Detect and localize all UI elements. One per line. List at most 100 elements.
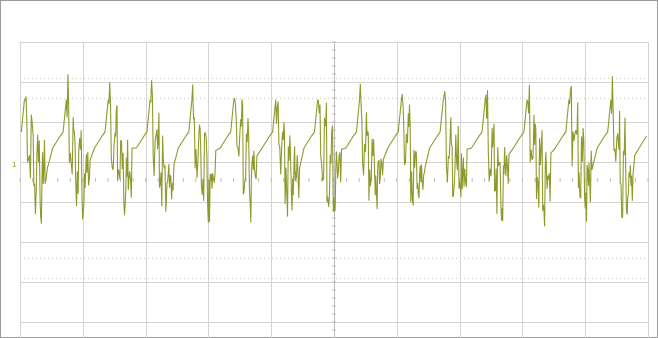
grid-dot [256, 78, 257, 79]
grid-dot [628, 78, 629, 79]
grid-dot [316, 258, 317, 259]
grid-dot [336, 98, 337, 99]
grid-dot [356, 278, 357, 279]
grid-dot [116, 278, 117, 279]
grid-dot [336, 258, 337, 259]
grid-dot [172, 258, 173, 259]
grid-dot [264, 98, 265, 99]
grid-dot [372, 98, 373, 99]
grid-dot [580, 98, 581, 99]
grid-dot [508, 258, 509, 259]
grid-dot [196, 278, 197, 279]
grid-dot [208, 258, 209, 259]
grid-dot [352, 78, 353, 79]
grid-dot [256, 98, 257, 99]
signal-trace [20, 74, 648, 227]
grid-dot [140, 78, 141, 79]
grid-dot [472, 278, 473, 279]
grid-dot [600, 78, 601, 79]
grid-dot [436, 258, 437, 259]
grid-dot [56, 98, 57, 99]
grid-dot [588, 98, 589, 99]
grid-dot [640, 98, 641, 99]
grid-dot [384, 278, 385, 279]
grid-dot [500, 278, 501, 279]
grid-dot [268, 258, 269, 259]
grid-dot [132, 258, 133, 259]
grid-dot [56, 258, 57, 259]
grid-dot [260, 98, 261, 99]
grid-dot [228, 258, 229, 259]
grid-dot [328, 258, 329, 259]
grid-dot [608, 258, 609, 259]
grid-dot [84, 258, 85, 259]
grid-dot [572, 78, 573, 79]
grid-dot [564, 258, 565, 259]
grid-dot [464, 278, 465, 279]
grid-dot [200, 258, 201, 259]
grid-dot [520, 98, 521, 99]
grid-dot [636, 98, 637, 99]
grid-dot [260, 278, 261, 279]
grid-dot [128, 98, 129, 99]
grid-dot [280, 98, 281, 99]
grid-dot [232, 78, 233, 79]
grid-dot [472, 78, 473, 79]
grid-dot [116, 98, 117, 99]
grid-dot [628, 98, 629, 99]
grid-dot [268, 78, 269, 79]
grid-dot [240, 258, 241, 259]
grid-dot [540, 78, 541, 79]
grid-dot [88, 78, 89, 79]
grid-dot [528, 278, 529, 279]
grid-dot [540, 258, 541, 259]
grid-dot [416, 78, 417, 79]
grid-dot [320, 78, 321, 79]
grid-dot [432, 258, 433, 259]
grid-dot [444, 78, 445, 79]
grid-dot [412, 258, 413, 259]
grid-dot [404, 78, 405, 79]
grid-dot [616, 98, 617, 99]
grid-dot [384, 78, 385, 79]
grid-dot [416, 98, 417, 99]
grid-dot [192, 258, 193, 259]
grid-dot [588, 258, 589, 259]
grid-dot [64, 78, 65, 79]
grid-dot [344, 78, 345, 79]
grid-dot [220, 98, 221, 99]
grid-dot [516, 78, 517, 79]
grid-dot [176, 258, 177, 259]
grid-dot [148, 278, 149, 279]
grid-dot [608, 98, 609, 99]
grid-dot [404, 278, 405, 279]
grid-dot [424, 258, 425, 259]
grid-dot [476, 78, 477, 79]
grid-dot [576, 258, 577, 259]
grid-dot [84, 278, 85, 279]
grid-dot [452, 98, 453, 99]
grid-dot [364, 258, 365, 259]
grid-dot [404, 258, 405, 259]
grid-dot [436, 78, 437, 79]
grid-dot [628, 278, 629, 279]
grid-dot [308, 278, 309, 279]
grid-dot [636, 278, 637, 279]
grid-dot [500, 78, 501, 79]
grid-dot [196, 78, 197, 79]
grid-dot [300, 78, 301, 79]
grid-dot [20, 98, 21, 99]
grid-dot [488, 78, 489, 79]
grid-dot [244, 78, 245, 79]
grid-dot [408, 78, 409, 79]
grid-dot [92, 78, 93, 79]
grid-dot [244, 98, 245, 99]
grid-dot [468, 98, 469, 99]
grid-dot [244, 258, 245, 259]
grid-dot [480, 98, 481, 99]
grid-dot [36, 278, 37, 279]
grid-dot [484, 278, 485, 279]
grid-dot [260, 78, 261, 79]
grid-dot [92, 98, 93, 99]
grid-dot [240, 98, 241, 99]
